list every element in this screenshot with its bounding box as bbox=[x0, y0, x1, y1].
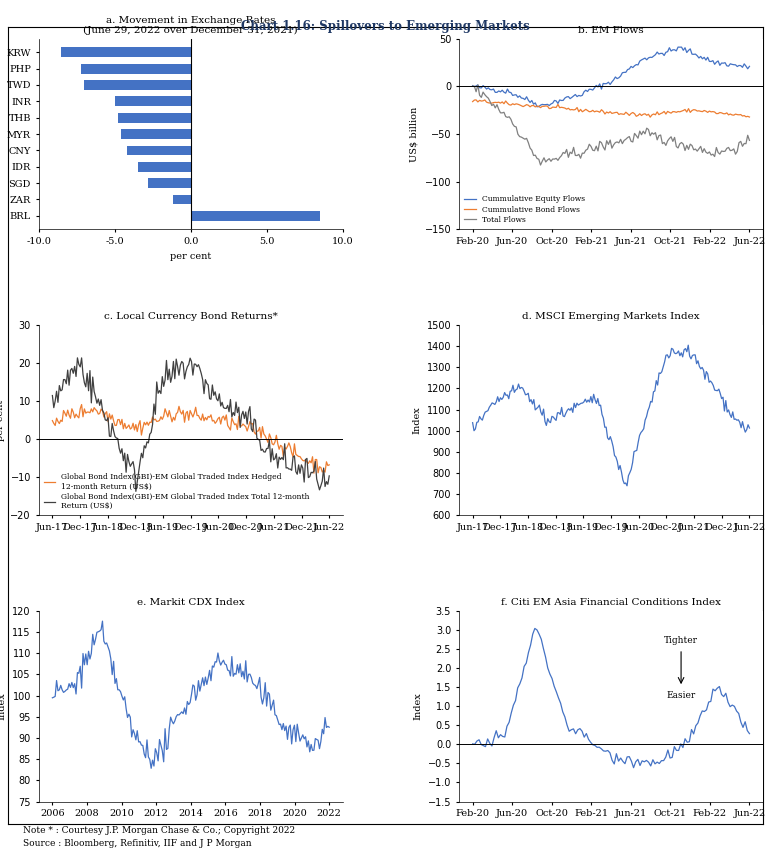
Cummulative Bond Flows bbox=[468, 96, 477, 107]
Bar bbox=[148, 178, 190, 188]
Cummulative Bond Flows bbox=[526, 101, 535, 112]
Cummulative Equity Flows bbox=[649, 51, 658, 61]
Title: c. Local Currency Bond Returns*: c. Local Currency Bond Returns* bbox=[104, 312, 278, 321]
Cummulative Equity Flows bbox=[524, 95, 533, 106]
Title: e. Markit CDX Index: e. Markit CDX Index bbox=[137, 599, 244, 607]
Line: Global Bond Index(GBI)-EM Global Traded Index Hedged
12-month Return (US$): Global Bond Index(GBI)-EM Global Traded … bbox=[52, 404, 329, 473]
Y-axis label: Index: Index bbox=[0, 692, 7, 720]
Line: Total Flows: Total Flows bbox=[473, 85, 749, 165]
Global Bond Index(GBI)-EM Global Traded Index Hedged
12-month Return (US$) bbox=[123, 421, 132, 432]
Bar bbox=[118, 113, 190, 123]
Global Bond Index(GBI)-EM Global Traded Index Total 12-month
Return (US$) bbox=[48, 390, 57, 401]
X-axis label: per cent: per cent bbox=[170, 252, 211, 261]
Bar bbox=[62, 47, 190, 57]
Global Bond Index(GBI)-EM Global Traded Index Hedged
12-month Return (US$) bbox=[65, 410, 74, 421]
Cummulative Equity Flows bbox=[698, 53, 707, 64]
Global Bond Index(GBI)-EM Global Traded Index Hedged
12-month Return (US$) bbox=[325, 460, 334, 470]
Legend: Cummulative Equity Flows, Cummulative Bond Flows, Total Flows: Cummulative Equity Flows, Cummulative Bo… bbox=[463, 194, 587, 225]
Global Bond Index(GBI)-EM Global Traded Index Total 12-month
Return (US$) bbox=[65, 380, 74, 390]
Title: b. EM Flows: b. EM Flows bbox=[578, 26, 644, 35]
Legend: Global Bond Index(GBI)-EM Global Traded Index Hedged
12-month Return (US$), Glob: Global Bond Index(GBI)-EM Global Traded … bbox=[42, 472, 311, 512]
Global Bond Index(GBI)-EM Global Traded Index Hedged
12-month Return (US$) bbox=[314, 468, 323, 478]
Global Bond Index(GBI)-EM Global Traded Index Total 12-month
Return (US$) bbox=[131, 486, 140, 496]
Cummulative Equity Flows bbox=[734, 60, 743, 71]
Bar bbox=[173, 194, 190, 205]
Global Bond Index(GBI)-EM Global Traded Index Total 12-month
Return (US$) bbox=[59, 374, 68, 384]
Total Flows bbox=[468, 81, 477, 91]
Cummulative Bond Flows bbox=[651, 109, 660, 120]
Total Flows bbox=[745, 135, 754, 145]
Global Bond Index(GBI)-EM Global Traded Index Total 12-month
Return (US$) bbox=[304, 472, 313, 482]
Cummulative Bond Flows bbox=[698, 107, 707, 117]
Text: Easier: Easier bbox=[666, 691, 695, 700]
Y-axis label: Index: Index bbox=[413, 692, 422, 720]
Title: a. Movement in Exchange Rates
(June 29, 2022 over December 31, 2021): a. Movement in Exchange Rates (June 29, … bbox=[83, 15, 298, 35]
Bar bbox=[121, 129, 190, 139]
Cummulative Equity Flows bbox=[673, 42, 682, 52]
Title: f. Citi EM Asia Financial Conditions Index: f. Citi EM Asia Financial Conditions Ind… bbox=[501, 599, 721, 607]
Cummulative Equity Flows bbox=[468, 81, 477, 91]
Bar bbox=[137, 162, 190, 172]
Line: Cummulative Equity Flows: Cummulative Equity Flows bbox=[473, 47, 749, 107]
Cummulative Bond Flows bbox=[548, 102, 557, 113]
Global Bond Index(GBI)-EM Global Traded Index Total 12-month
Return (US$) bbox=[325, 470, 334, 481]
Title: d. MSCI Emerging Markets Index: d. MSCI Emerging Markets Index bbox=[522, 312, 700, 321]
Bar bbox=[190, 211, 320, 221]
Text: Tighter: Tighter bbox=[664, 636, 698, 645]
Bar bbox=[81, 64, 190, 74]
Bar bbox=[84, 80, 190, 90]
Global Bond Index(GBI)-EM Global Traded Index Hedged
12-month Return (US$) bbox=[59, 405, 68, 415]
Total Flows bbox=[698, 147, 707, 157]
Text: Chart 1.16: Spillovers to Emerging Markets: Chart 1.16: Spillovers to Emerging Marke… bbox=[241, 20, 530, 33]
Total Flows bbox=[526, 143, 535, 153]
Cummulative Equity Flows bbox=[745, 61, 754, 71]
Cummulative Bond Flows bbox=[645, 112, 655, 122]
Cummulative Bond Flows bbox=[745, 112, 754, 122]
Total Flows bbox=[734, 138, 743, 148]
Total Flows bbox=[550, 154, 559, 164]
Global Bond Index(GBI)-EM Global Traded Index Total 12-month
Return (US$) bbox=[314, 480, 323, 490]
Global Bond Index(GBI)-EM Global Traded Index Hedged
12-month Return (US$) bbox=[77, 399, 86, 409]
Y-axis label: Index: Index bbox=[412, 406, 421, 434]
Y-axis label: US$ billion: US$ billion bbox=[410, 107, 419, 162]
Y-axis label: per cent: per cent bbox=[0, 400, 5, 440]
Cummulative Equity Flows bbox=[533, 101, 542, 112]
Global Bond Index(GBI)-EM Global Traded Index Hedged
12-month Return (US$) bbox=[302, 457, 311, 467]
Global Bond Index(GBI)-EM Global Traded Index Hedged
12-month Return (US$) bbox=[309, 468, 318, 478]
Global Bond Index(GBI)-EM Global Traded Index Hedged
12-month Return (US$) bbox=[48, 415, 57, 426]
Total Flows bbox=[536, 160, 545, 170]
Global Bond Index(GBI)-EM Global Traded Index Total 12-month
Return (US$) bbox=[72, 353, 82, 363]
Total Flows bbox=[473, 80, 483, 90]
Global Bond Index(GBI)-EM Global Traded Index Total 12-month
Return (US$) bbox=[101, 415, 110, 425]
Text: Note * : Courtesy J.P. Morgan Chase & Co.; Copyright 2022: Note * : Courtesy J.P. Morgan Chase & Co… bbox=[23, 826, 295, 834]
Cummulative Bond Flows bbox=[472, 95, 481, 105]
Cummulative Equity Flows bbox=[548, 98, 557, 108]
Total Flows bbox=[651, 127, 660, 138]
Bar bbox=[115, 96, 190, 107]
Total Flows bbox=[625, 132, 634, 142]
Bar bbox=[127, 145, 190, 156]
Cummulative Bond Flows bbox=[734, 110, 743, 120]
Cummulative Bond Flows bbox=[623, 108, 632, 119]
Line: Global Bond Index(GBI)-EM Global Traded Index Total 12-month
Return (US$): Global Bond Index(GBI)-EM Global Traded … bbox=[52, 358, 329, 491]
Global Bond Index(GBI)-EM Global Traded Index Hedged
12-month Return (US$) bbox=[101, 408, 110, 419]
Global Bond Index(GBI)-EM Global Traded Index Total 12-month
Return (US$) bbox=[123, 449, 132, 459]
Text: Source : Bloomberg, Refinitiv, IIF and J P Morgan: Source : Bloomberg, Refinitiv, IIF and J… bbox=[23, 839, 252, 848]
Line: Cummulative Bond Flows: Cummulative Bond Flows bbox=[473, 100, 749, 117]
Cummulative Equity Flows bbox=[623, 64, 632, 75]
